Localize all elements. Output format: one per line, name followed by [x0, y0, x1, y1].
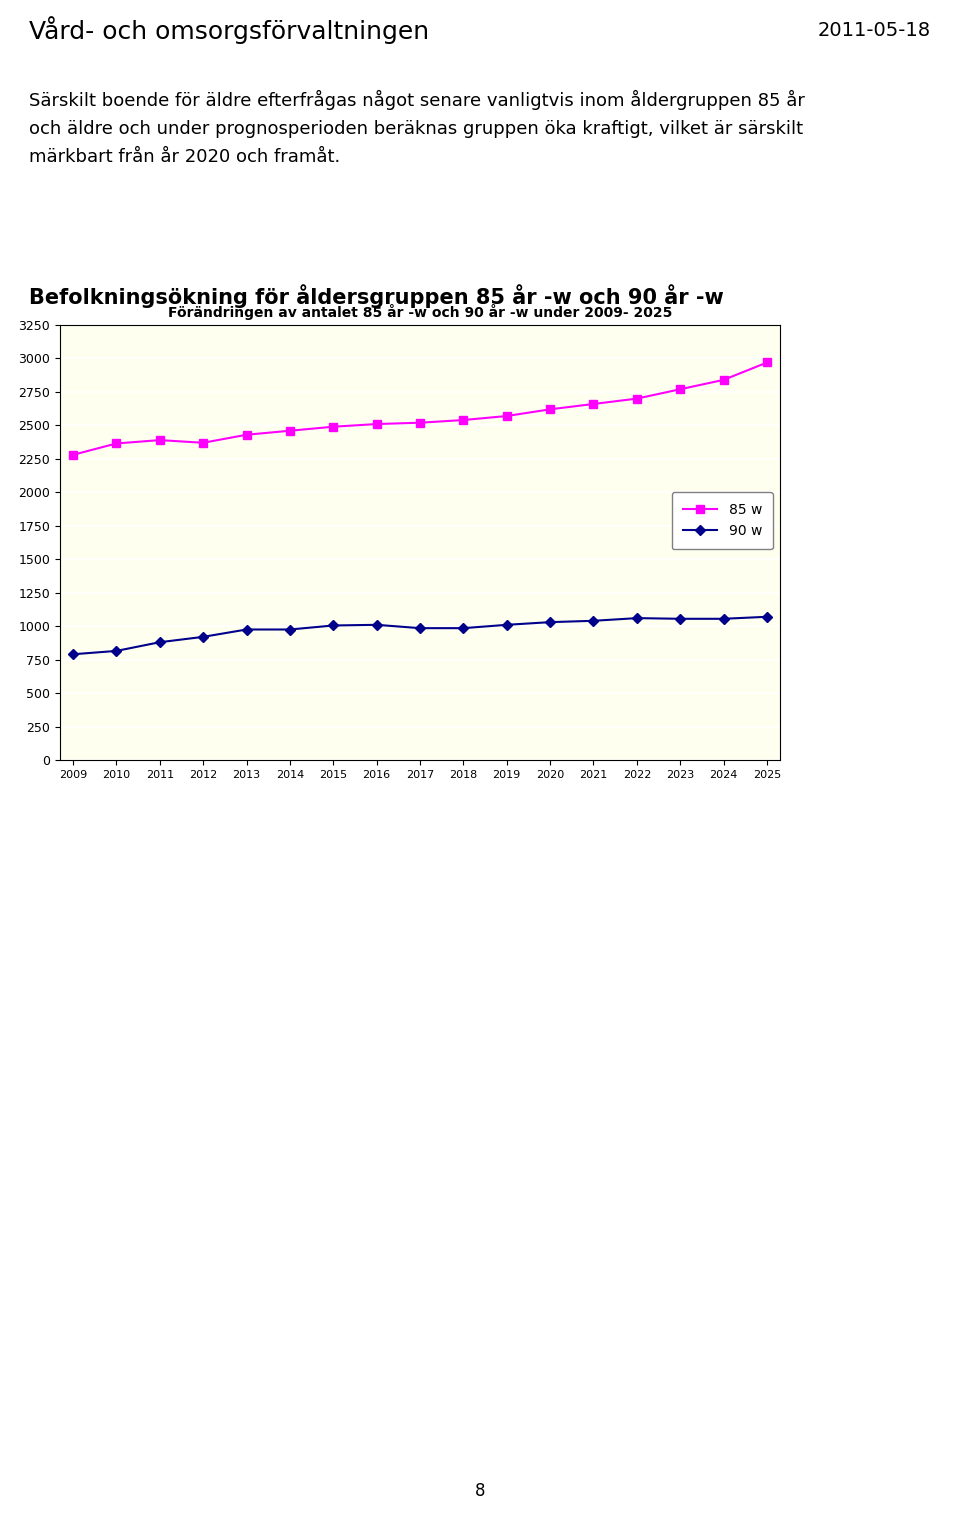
- 85 w: [631, 389, 642, 408]
- 90 w: [631, 608, 642, 627]
- 85 w: [718, 371, 730, 389]
- 85 w: [284, 421, 296, 440]
- 85 w: [327, 418, 339, 437]
- 85 w: [501, 408, 513, 426]
- 85 w: [241, 426, 252, 444]
- Legend: 85 w, 90 w: 85 w, 90 w: [672, 493, 773, 549]
- Text: Befolkningsökning för åldersgruppen 85 år -w och 90 år -w: Befolkningsökning för åldersgruppen 85 å…: [29, 284, 724, 307]
- Text: 2011-05-18: 2011-05-18: [818, 20, 931, 40]
- 90 w: [675, 610, 686, 628]
- 85 w: [110, 435, 122, 453]
- 90 w: [544, 613, 556, 631]
- 85 w: [198, 433, 209, 452]
- 90 w: [501, 616, 513, 634]
- Line: 90 w: 90 w: [69, 613, 771, 657]
- 90 w: [67, 645, 79, 663]
- 85 w: [544, 400, 556, 418]
- Text: 8: 8: [475, 1481, 485, 1500]
- 90 w: [718, 610, 730, 628]
- 90 w: [588, 611, 599, 630]
- 90 w: [241, 621, 252, 639]
- 90 w: [761, 608, 773, 627]
- 85 w: [458, 411, 469, 429]
- Text: Särskilt boende för äldre efterfrågas något senare vanligtvis inom åldergruppen : Särskilt boende för äldre efterfrågas nå…: [29, 90, 804, 166]
- Line: 85 w: 85 w: [69, 359, 771, 459]
- Text: Vård- och omsorgsförvaltningen: Vård- och omsorgsförvaltningen: [29, 17, 429, 44]
- 85 w: [154, 430, 165, 449]
- 90 w: [198, 628, 209, 646]
- 90 w: [154, 633, 165, 651]
- 90 w: [415, 619, 426, 637]
- Title: Förändringen av antalet 85 år -w och 90 år -w under 2009- 2025: Förändringen av antalet 85 år -w och 90 …: [168, 304, 672, 319]
- 90 w: [110, 642, 122, 660]
- 85 w: [371, 415, 382, 433]
- 85 w: [675, 380, 686, 399]
- 85 w: [588, 395, 599, 414]
- 85 w: [67, 446, 79, 464]
- 90 w: [284, 621, 296, 639]
- 90 w: [458, 619, 469, 637]
- 85 w: [761, 353, 773, 371]
- 85 w: [415, 414, 426, 432]
- 90 w: [327, 616, 339, 634]
- 90 w: [371, 616, 382, 634]
